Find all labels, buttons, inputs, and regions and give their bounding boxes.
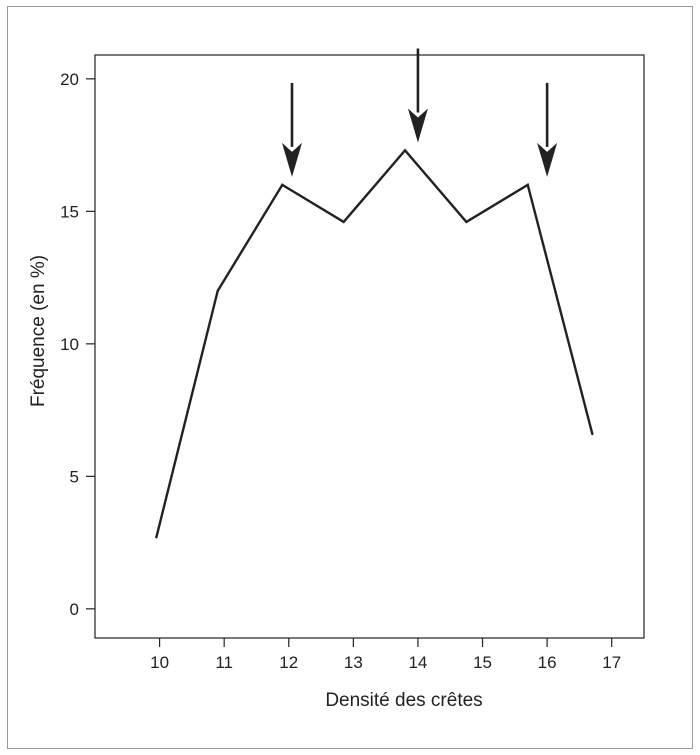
x-tick-label-10: 10 [150,653,169,672]
series-line-0 [155,148,594,538]
y-tick-label-15: 15 [60,202,79,221]
y-tick-label-10: 10 [60,335,79,354]
x-tick-label-16: 16 [538,653,557,672]
y-axis: 0 5 10 15 20 [60,70,95,619]
data-point-3 [342,220,345,224]
y-tick-label-5: 5 [70,467,79,486]
arrow-head [407,108,428,143]
annotation-layer [281,48,558,177]
data-point-6 [526,183,529,187]
arrow-head [281,142,302,177]
data-point-4 [403,149,407,152]
data-point-0 [155,536,158,539]
data-point-7 [591,432,594,436]
data-point-2 [281,183,284,187]
x-tick-label-13: 13 [344,653,363,672]
y-tick-label-20: 20 [60,70,79,89]
x-axis: 10 11 12 13 14 15 16 17 [150,638,621,672]
x-tick-label-14: 14 [408,653,427,672]
arrow-head [537,142,558,177]
data-point-1 [216,289,219,293]
data-point-5 [465,220,468,224]
series-layer [155,148,594,539]
arrow-annotation-2 [407,48,428,143]
x-tick-label-11: 11 [215,653,233,672]
x-tick-label-12: 12 [279,653,298,672]
arrow-annotation-3 [537,82,558,177]
arrow-annotation-1 [281,82,302,177]
x-axis-label: Densité des crêtes [325,690,482,711]
plot-area-border [94,54,645,639]
y-axis-label: Fréquence (en %) [28,255,49,407]
y-tick-label-0: 0 [70,600,79,619]
x-tick-label-17: 17 [602,653,621,672]
x-tick-label-15: 15 [473,653,492,672]
